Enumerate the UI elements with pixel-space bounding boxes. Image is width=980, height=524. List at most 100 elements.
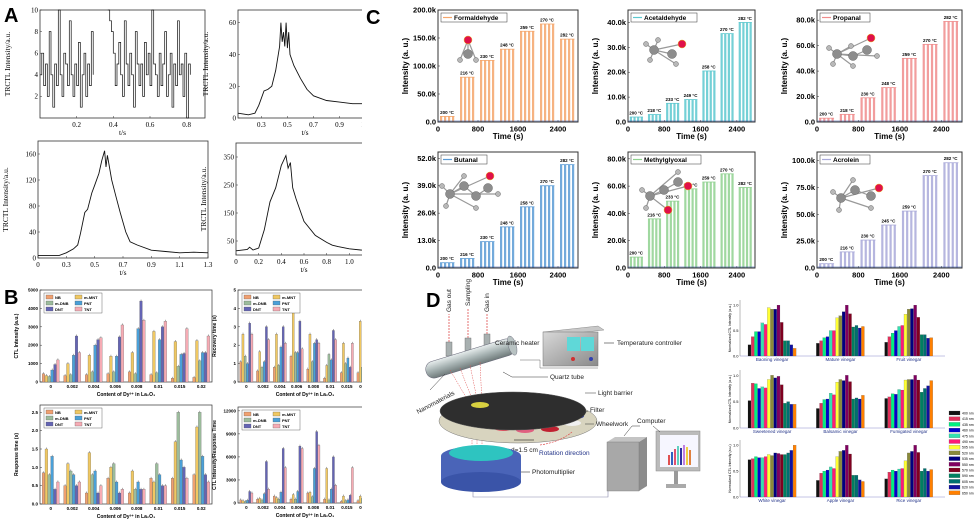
- bar: [277, 499, 280, 504]
- intensity-bar: [843, 251, 847, 268]
- legend-label: TNT: [282, 424, 290, 429]
- bar: [330, 489, 333, 504]
- intensity-bar: [468, 77, 471, 122]
- legend-swatch: [74, 300, 83, 306]
- bar: [929, 337, 933, 357]
- y-tick-label: 50.0k: [796, 210, 816, 219]
- x-tick-label: 0: [234, 258, 238, 266]
- bar: [120, 324, 124, 383]
- intensity-bar: [947, 21, 950, 122]
- bar: [56, 481, 60, 505]
- temperature-label: 200 °C: [440, 256, 455, 261]
- bar: [854, 397, 859, 429]
- hydrogen-atom: [850, 63, 856, 69]
- bar: [106, 373, 110, 383]
- intensity-bar: [742, 22, 745, 122]
- bar: [117, 336, 121, 383]
- legend-label: Acetaldehyde: [644, 15, 687, 22]
- bar: [308, 492, 312, 504]
- bond: [840, 197, 872, 209]
- bar: [342, 343, 345, 383]
- bar: [920, 471, 924, 498]
- legend-box: [241, 292, 301, 314]
- bar: [929, 469, 933, 498]
- legend-swatch: [243, 306, 252, 312]
- y-tick-label: 0.0: [733, 426, 739, 431]
- intensity-bar: [872, 97, 876, 122]
- intensity-bar: [848, 251, 851, 268]
- intensity-bar: [568, 39, 571, 122]
- legend-label: 650 nm: [962, 491, 974, 495]
- bar: [323, 378, 326, 383]
- bar: [109, 467, 113, 505]
- intensity-bar: [528, 31, 531, 122]
- plot-frame: [627, 9, 756, 123]
- legend-swatch: [948, 416, 961, 421]
- y-axis-label: TRCTL Intensity/a.u.: [3, 32, 12, 97]
- intensity-bar: [658, 114, 662, 122]
- x-tick-label: 0.004: [88, 506, 100, 511]
- temperature-label: 200 °C: [629, 111, 644, 116]
- x-tick-label: 0: [436, 271, 440, 280]
- bar: [767, 454, 771, 498]
- bar: [819, 403, 823, 429]
- legend-swatch: [948, 410, 961, 416]
- bar: [149, 478, 153, 505]
- photomultiplier-label: Photomultiplier: [532, 469, 576, 476]
- data-line: [235, 154, 362, 252]
- bar: [346, 357, 350, 383]
- bar: [838, 315, 842, 357]
- intensity-bar: [544, 185, 547, 268]
- bar: [819, 473, 823, 498]
- legend-swatch: [272, 306, 281, 312]
- bar: [786, 452, 790, 498]
- bar: [203, 352, 207, 383]
- temperature-label: 216 °C: [647, 212, 662, 217]
- x-tick-label: 0.008: [131, 384, 143, 389]
- oxygen-atom: [874, 183, 884, 193]
- bar: [822, 471, 826, 498]
- vinegar-label: Apple vinegar: [827, 498, 855, 503]
- bar: [155, 372, 159, 383]
- bar: [344, 363, 347, 383]
- x-axis-label: t/s: [300, 265, 307, 274]
- intensity-bar: [508, 226, 511, 268]
- plot-frame: [39, 9, 206, 119]
- bar: [757, 331, 761, 357]
- x-axis-label: t/s: [301, 128, 308, 137]
- bar: [851, 398, 855, 429]
- carbon-atom: [459, 181, 469, 191]
- bar: [296, 352, 299, 383]
- y-tick-label: 2: [233, 343, 236, 348]
- intensity-bar: [448, 262, 451, 268]
- bar: [907, 309, 911, 357]
- intensity-bar: [910, 58, 913, 122]
- bar: [112, 463, 116, 505]
- bar: [206, 335, 210, 383]
- x-tick-label: 0.006: [110, 506, 122, 511]
- bar: [90, 371, 94, 383]
- intensity-bar: [893, 87, 896, 122]
- bar: [256, 370, 259, 383]
- bar: [835, 382, 839, 429]
- intensity-bar: [540, 24, 543, 122]
- bar: [773, 452, 777, 498]
- carbon-atom: [866, 191, 876, 201]
- intensity-bar: [666, 201, 669, 268]
- intensity-bar: [673, 201, 676, 268]
- x-tick-label: 0: [49, 506, 52, 511]
- intensity-bar: [872, 240, 876, 268]
- bond: [840, 187, 880, 199]
- bar: [239, 499, 242, 504]
- intensity-bar: [666, 103, 669, 122]
- intensity-bar: [868, 97, 871, 122]
- x-tick-label: 0.7: [309, 121, 318, 129]
- x-tick-label: 0.6: [146, 121, 155, 129]
- intensity-bar: [452, 116, 455, 122]
- intensity-bar: [548, 185, 551, 268]
- carbon-atom: [673, 177, 683, 187]
- sample-spot: [471, 402, 489, 408]
- bar: [913, 445, 917, 498]
- intensity-bar: [914, 58, 917, 122]
- y-tick-label: 0.5: [733, 328, 739, 333]
